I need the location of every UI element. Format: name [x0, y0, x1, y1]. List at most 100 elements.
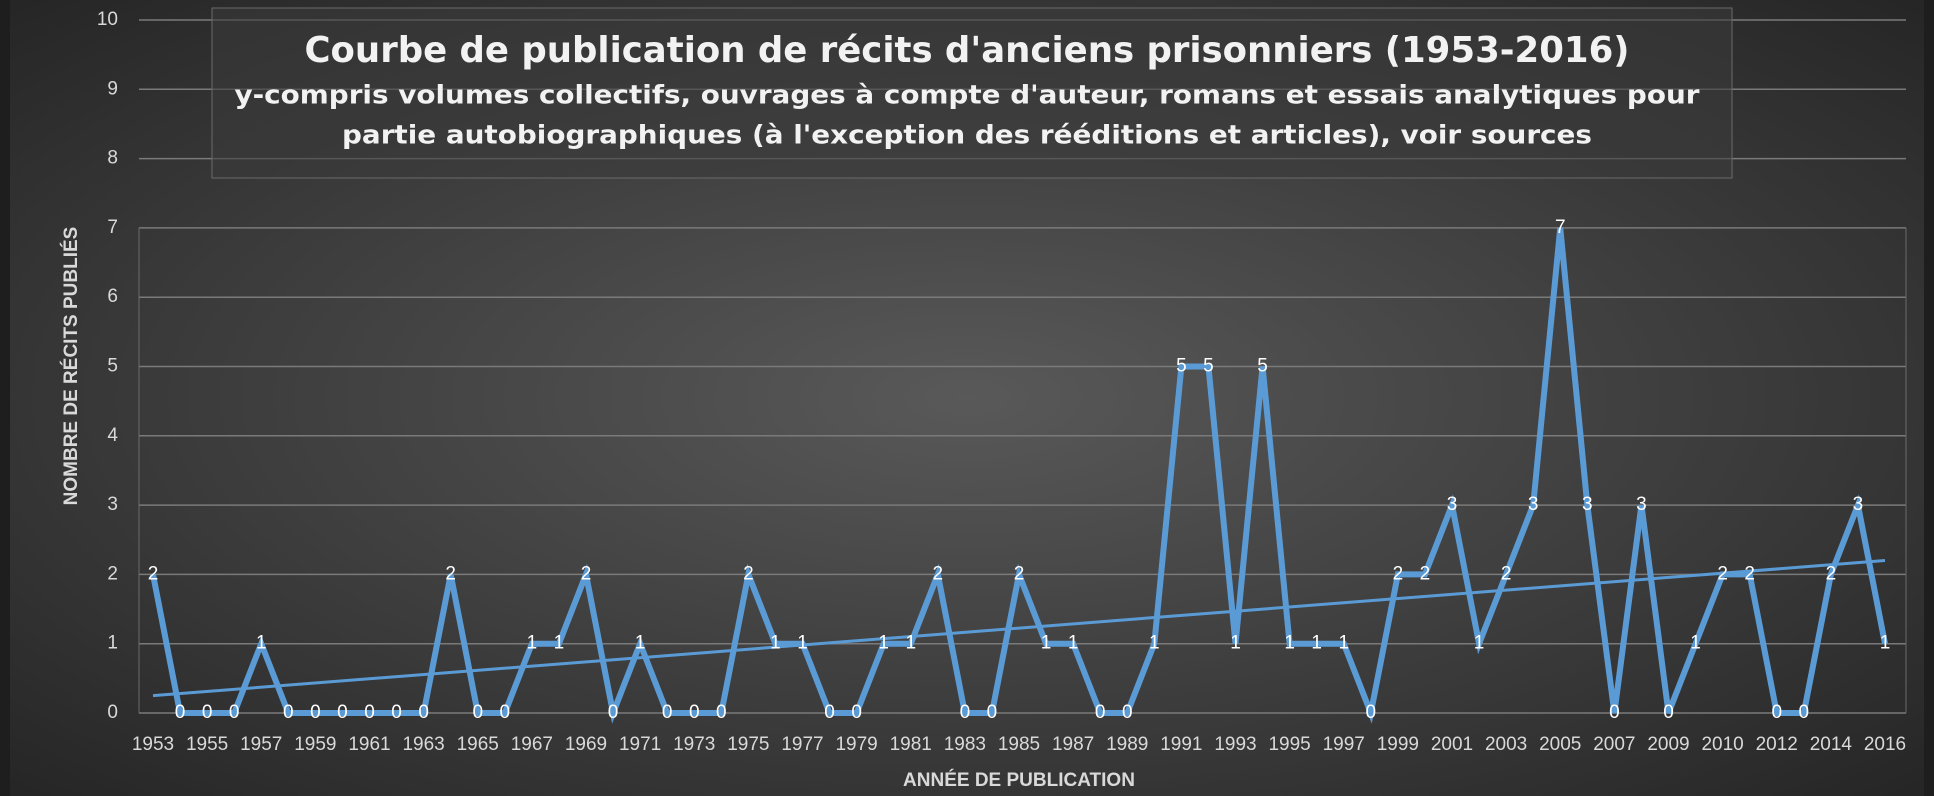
- data-label: 3: [1636, 494, 1647, 515]
- x-tick-label: 1961: [348, 734, 390, 755]
- data-label: 2: [1501, 563, 1512, 584]
- data-label: 1: [554, 633, 565, 654]
- y-tick-label: 2: [107, 563, 118, 584]
- data-label: 3: [1528, 494, 1539, 515]
- data-label: 0: [1366, 702, 1377, 723]
- x-tick-label: 1995: [1268, 734, 1310, 755]
- data-label: 0: [500, 702, 511, 723]
- y-tick-label: 5: [107, 356, 118, 377]
- y-axis-label: NOMBRE DE RÉCITS PUBLIÉS: [60, 227, 82, 506]
- data-label: 0: [689, 702, 700, 723]
- data-label: 0: [229, 702, 240, 723]
- data-label: 0: [662, 702, 673, 723]
- data-label: 1: [1041, 633, 1052, 654]
- data-label: 0: [1663, 702, 1674, 723]
- x-tick-label: 1985: [998, 734, 1040, 755]
- x-tick-label: 2016: [1864, 734, 1906, 755]
- data-label: 0: [851, 702, 862, 723]
- data-label: 0: [1609, 702, 1620, 723]
- x-tick-label: 1981: [890, 734, 932, 755]
- x-tick-label: 2014: [1810, 734, 1853, 755]
- data-label: 1: [635, 633, 646, 654]
- data-label: 0: [337, 702, 348, 723]
- data-label: 0: [608, 702, 619, 723]
- data-label: 1: [797, 633, 808, 654]
- data-label: 0: [472, 702, 483, 723]
- x-tick-label: 1965: [457, 734, 499, 755]
- x-tick-label: 1975: [727, 734, 769, 755]
- x-tick-label: 2005: [1539, 734, 1581, 755]
- y-tick-label: 4: [107, 425, 118, 446]
- data-label: 2: [1014, 563, 1025, 584]
- data-label: 1: [1284, 633, 1295, 654]
- data-label: 3: [1853, 494, 1864, 515]
- x-tick-label: 1953: [132, 734, 174, 755]
- data-label: 7: [1555, 217, 1566, 238]
- x-tick-label: 1955: [186, 734, 228, 755]
- x-tick-label: 1983: [944, 734, 986, 755]
- data-label: 5: [1257, 356, 1268, 377]
- data-label: 2: [743, 563, 754, 584]
- data-label: 1: [1880, 633, 1891, 654]
- data-label: 1: [1690, 633, 1701, 654]
- data-label: 1: [256, 633, 267, 654]
- data-line: [150, 227, 1888, 724]
- x-tick-label: 1989: [1106, 734, 1148, 755]
- y-tick-label: 10: [97, 9, 118, 30]
- y-tick-label: 1: [107, 633, 118, 654]
- x-tick-label: 1959: [294, 734, 336, 755]
- x-tick-label: 1969: [565, 734, 607, 755]
- y-tick-label: 7: [107, 217, 118, 238]
- data-label: 1: [1311, 633, 1322, 654]
- data-label: 1: [878, 633, 889, 654]
- data-label: 5: [1176, 356, 1187, 377]
- data-label: 3: [1447, 494, 1458, 515]
- data-label: 0: [175, 702, 186, 723]
- data-label: 1: [527, 633, 538, 654]
- title-box: [211, 7, 1733, 179]
- data-label: 1: [1068, 633, 1079, 654]
- data-label: 1: [770, 633, 781, 654]
- data-label: 0: [1122, 702, 1133, 723]
- data-label: 2: [1717, 563, 1728, 584]
- data-label: 0: [310, 702, 321, 723]
- chart-subtitle: y-compris volumes collectifs, ouvrages à…: [235, 81, 1700, 111]
- x-tick-label: 2003: [1485, 734, 1527, 755]
- data-label: 0: [716, 702, 727, 723]
- x-tick-label: 1979: [835, 734, 877, 755]
- x-axis-label: ANNÉE DE PUBLICATION: [903, 769, 1135, 791]
- y-tick-label: 9: [107, 78, 118, 99]
- data-label: 0: [364, 702, 375, 723]
- y-tick-label: 8: [107, 148, 118, 169]
- x-tick-label: 1987: [1052, 734, 1094, 755]
- x-tick-label: 1967: [511, 734, 553, 755]
- data-label: 2: [1826, 563, 1837, 584]
- data-label: 1: [1474, 633, 1485, 654]
- x-tick-label: 1997: [1323, 734, 1365, 755]
- data-label: 1: [1338, 633, 1349, 654]
- data-label: 0: [1095, 702, 1106, 723]
- x-tick-label: 2001: [1431, 734, 1473, 755]
- x-tick-label: 1973: [673, 734, 715, 755]
- data-label: 2: [1420, 563, 1431, 584]
- x-tick-label: 1963: [402, 734, 444, 755]
- y-tick-label: 6: [107, 286, 118, 307]
- x-tick-label: 2010: [1701, 734, 1743, 755]
- data-label: 1: [1149, 633, 1160, 654]
- data-label: 0: [960, 702, 971, 723]
- data-label: 0: [987, 702, 998, 723]
- data-label: 2: [933, 563, 944, 584]
- data-label: 1: [905, 633, 916, 654]
- chart-subtitle: partie autobiographiques (à l'exception …: [342, 121, 1592, 151]
- y-tick-label: 3: [107, 494, 118, 515]
- x-tick-label: 1999: [1377, 734, 1419, 755]
- data-label: 1: [1230, 633, 1241, 654]
- x-tick-label: 1971: [619, 734, 661, 755]
- x-tick-label: 2009: [1647, 734, 1689, 755]
- data-label: 0: [824, 702, 835, 723]
- data-label: 0: [1799, 702, 1810, 723]
- x-tick-label: 1991: [1160, 734, 1202, 755]
- x-tick-label: 2012: [1756, 734, 1798, 755]
